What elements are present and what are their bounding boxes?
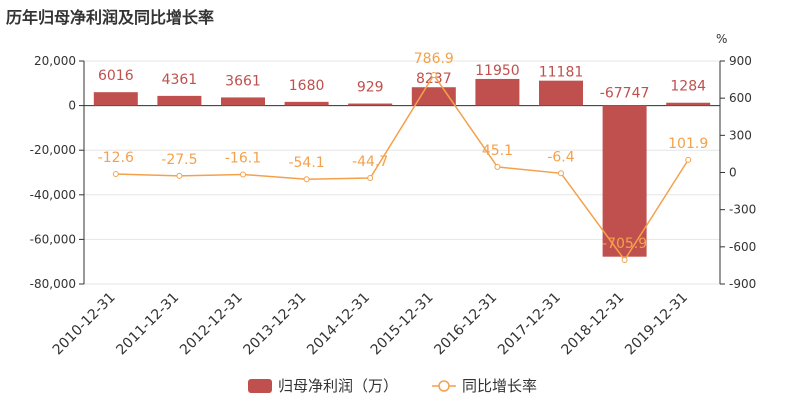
y-right-tick-label: 600 (729, 91, 752, 105)
x-tick-label: 2010-12-31 (50, 290, 119, 359)
y-left-tick-label: -40,000 (30, 188, 76, 202)
legend-bar-label: 归母净利润（万） (278, 377, 398, 395)
bar-value-label: 4361 (162, 72, 198, 88)
legend-line-label: 同比增长率 (462, 377, 537, 395)
bar-value-label: 11950 (475, 63, 520, 79)
bar (602, 105, 647, 257)
x-tick-label: 2016-12-31 (431, 290, 500, 359)
line-value-label: 786.9 (414, 51, 454, 67)
line-point (685, 156, 692, 163)
line-value-label: 45.1 (482, 143, 513, 159)
y-right-tick-label: -600 (729, 240, 756, 254)
line-point (558, 170, 564, 177)
y-right-tick-label: 0 (729, 166, 737, 180)
line-point (367, 175, 374, 182)
line-value-label: -54.1 (288, 155, 324, 171)
bar (93, 92, 138, 106)
line-point (494, 163, 501, 170)
y-left-tick-label: -20,000 (30, 143, 76, 157)
bar-value-label: 11181 (539, 65, 584, 81)
bar (157, 95, 202, 106)
line-value-label: -6.4 (547, 149, 574, 165)
bar-value-label: 3661 (225, 73, 261, 89)
y-left-tick-label: 20,000 (34, 54, 76, 68)
bar (221, 97, 265, 106)
legend-bar-swatch (248, 379, 272, 393)
x-tick-label: 2013-12-31 (241, 290, 310, 359)
bar (666, 102, 711, 106)
y-right-tick-label: -300 (729, 203, 756, 217)
bar-value-label: 6016 (98, 68, 134, 84)
line-point (621, 256, 628, 263)
x-tick-label: 2015-12-31 (368, 290, 437, 359)
y-right-tick-label: 300 (729, 128, 752, 142)
x-tick-label: 2014-12-31 (304, 290, 373, 359)
line-point (430, 72, 437, 79)
bar (475, 78, 520, 106)
line-point (240, 171, 246, 178)
line-point (303, 176, 310, 183)
bar-value-label: 8237 (416, 71, 452, 87)
line-point (112, 171, 119, 178)
y-right-unit-label: % (716, 32, 727, 46)
x-tick-label: 2011-12-31 (113, 290, 182, 359)
x-tick-label: 2017-12-31 (495, 290, 564, 359)
line-point (176, 172, 183, 179)
bar-value-label: 1680 (289, 78, 325, 94)
y-left-tick-label: -80,000 (30, 277, 76, 291)
y-left-tick-label: -60,000 (30, 232, 76, 246)
bar (539, 80, 583, 106)
line-value-label: -705.9 (602, 236, 647, 252)
bar-value-label: -67747 (600, 86, 650, 102)
x-tick-label: 2012-12-31 (177, 290, 246, 359)
y-right-tick-label: -900 (729, 277, 756, 291)
line-value-label: -27.5 (161, 152, 197, 168)
legend-line-marker (438, 380, 450, 392)
line-value-label: -12.6 (98, 150, 134, 166)
bar-value-label: 929 (357, 80, 384, 96)
growth-line (115, 73, 689, 262)
bar (284, 101, 329, 106)
line-value-label: 101.9 (668, 136, 708, 152)
line-value-label: -16.1 (225, 150, 261, 166)
bar (348, 103, 393, 106)
x-tick-label: 2019-12-31 (622, 290, 691, 359)
legend: 归母净利润（万） 同比增长率 (248, 377, 537, 395)
y-right-tick-label: 900 (729, 54, 752, 68)
x-tick-label: 2018-12-31 (559, 290, 628, 359)
chart-title: 历年归母净利润及同比增长率 (6, 8, 215, 27)
bar-value-label: 1284 (670, 79, 706, 95)
y-left-tick-label: 0 (68, 99, 76, 113)
line-value-label: -44.7 (352, 154, 388, 170)
